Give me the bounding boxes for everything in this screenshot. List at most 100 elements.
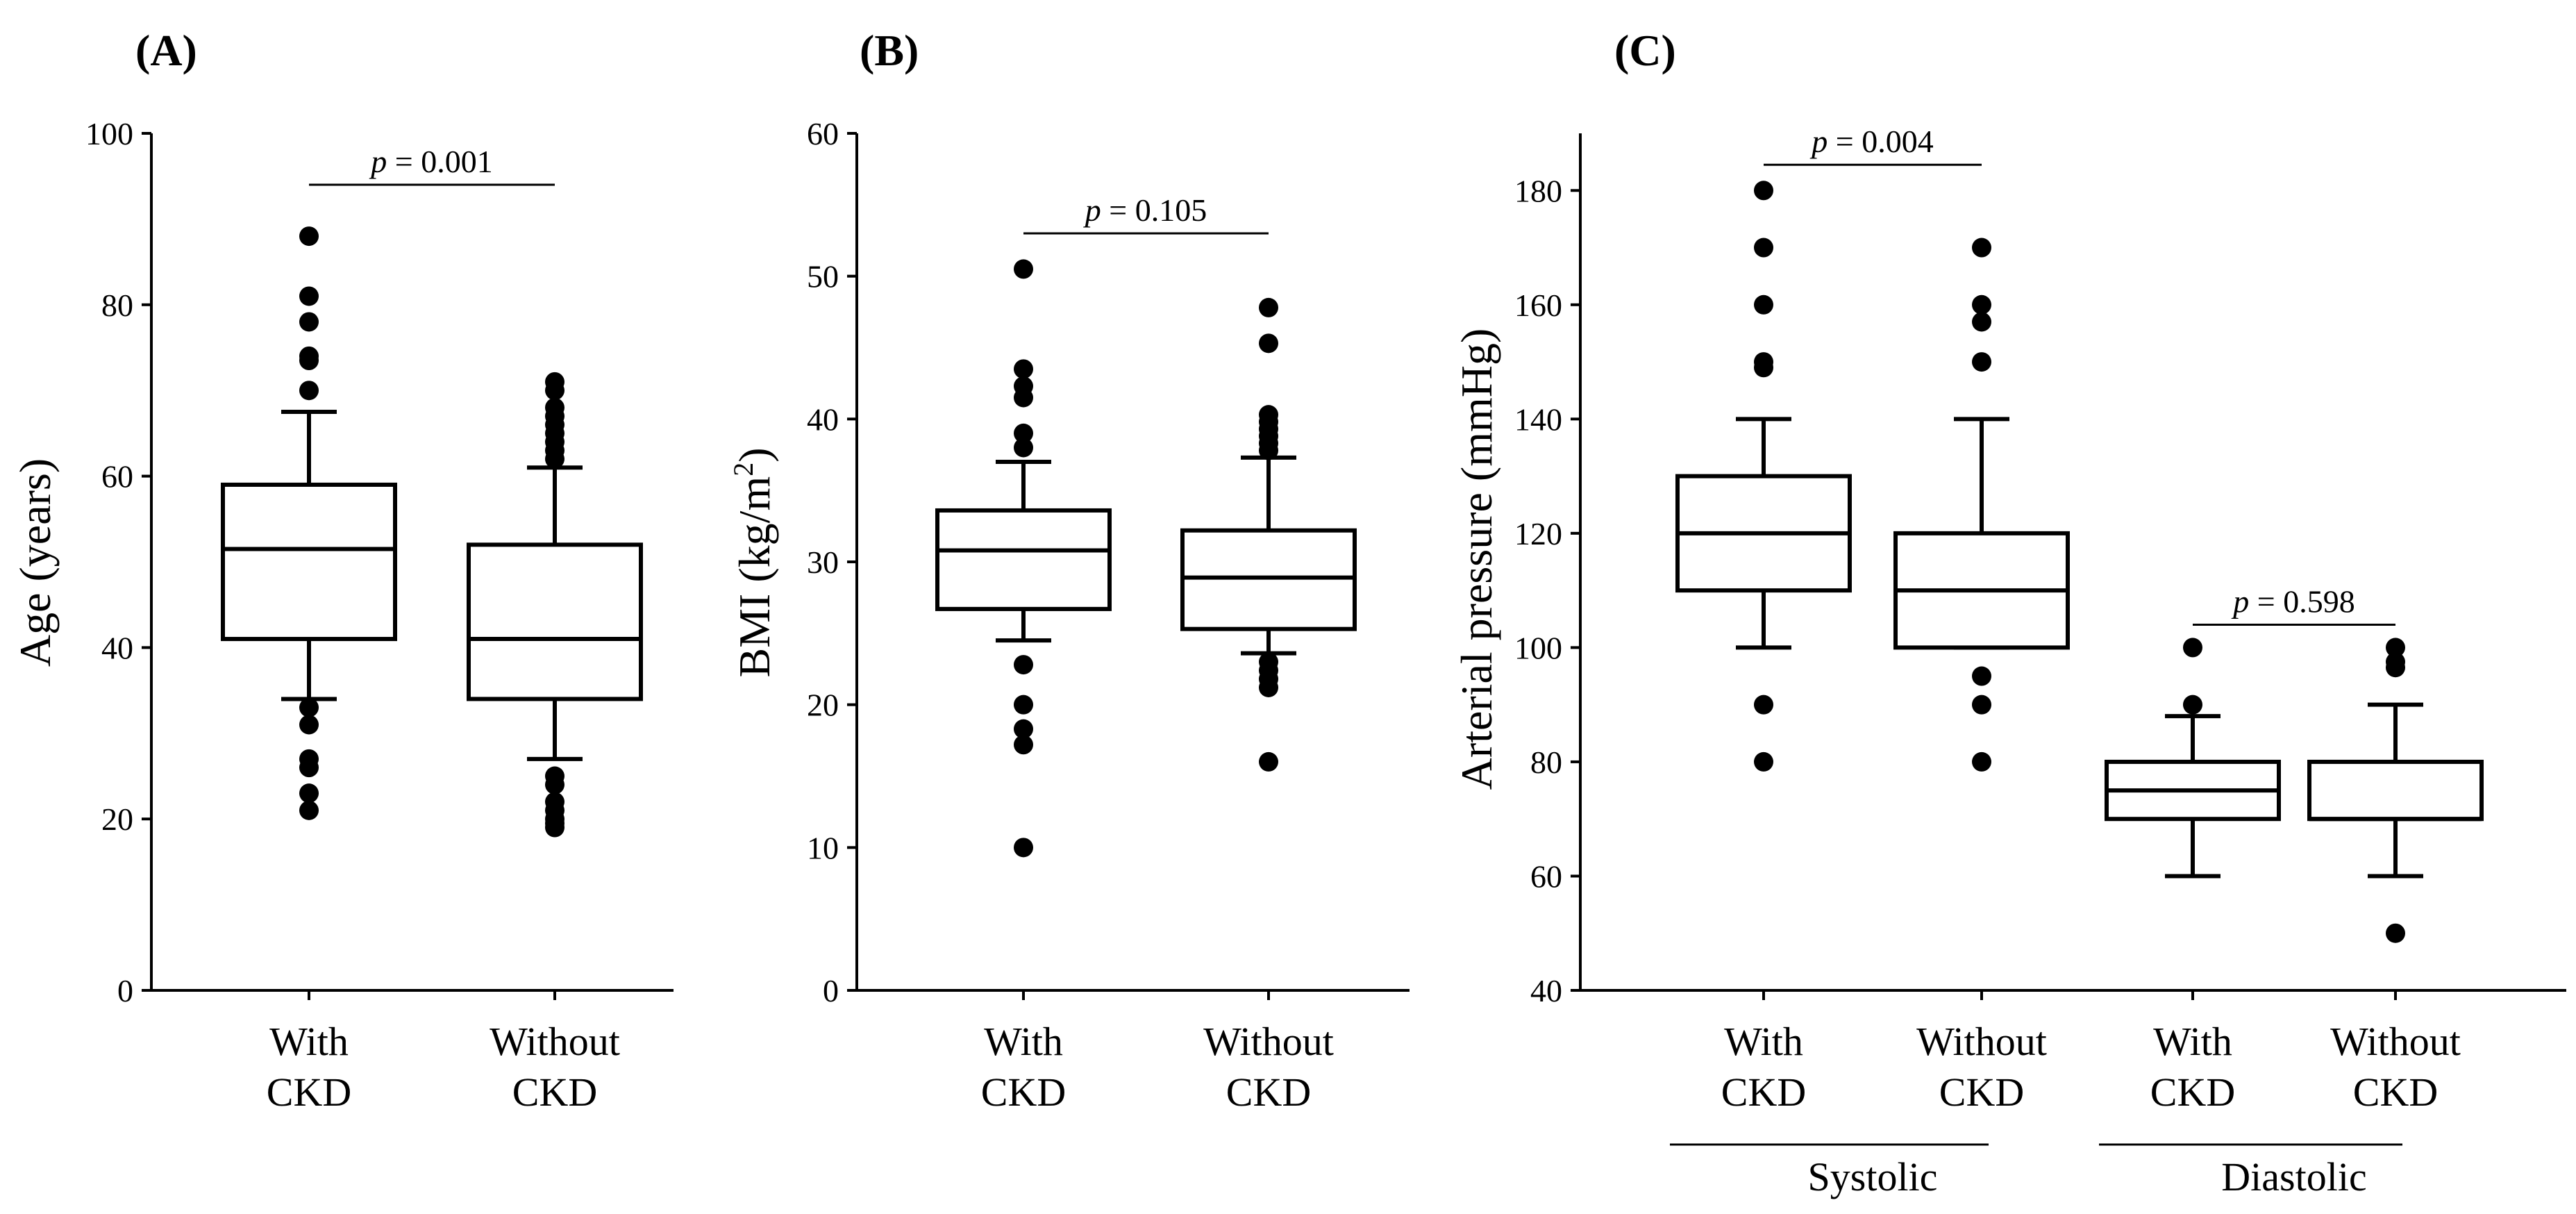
box-2: Without CKD xyxy=(1180,297,1357,1115)
p-value-label: p = 0.004 xyxy=(1809,124,1933,159)
outlier-point xyxy=(1972,666,1991,686)
outlier-point xyxy=(299,312,319,332)
y-tick-label: 40 xyxy=(807,401,839,437)
outlier-point xyxy=(299,758,319,778)
panel-c: 40 60 80 100 120 140 160 180 (C) Arterial pressur… xyxy=(1452,26,2566,1199)
outlier-point xyxy=(1014,719,1033,739)
y-tick-label: 30 xyxy=(807,544,839,580)
x-category-label-line2: CKD xyxy=(1939,1070,2024,1115)
y-tick-label: 10 xyxy=(807,830,839,865)
x-category-label-line1: Without xyxy=(2330,1019,2461,1064)
iqr-box xyxy=(221,482,397,642)
x-category-label-line1: With xyxy=(269,1019,349,1064)
y-tick-label: 60 xyxy=(1530,858,1562,894)
y-tick-label: 50 xyxy=(807,259,839,294)
outlier-point xyxy=(1754,294,1773,315)
outlier-point xyxy=(1754,695,1773,715)
y-tick-label: 60 xyxy=(807,116,839,151)
x-category-label-line1: Without xyxy=(1916,1019,2047,1064)
outlier-point xyxy=(1754,238,1773,258)
outlier-point xyxy=(1014,438,1033,458)
y-tick-label: 60 xyxy=(101,459,133,494)
x-category-label-line2: CKD xyxy=(512,1070,597,1115)
outlier-point xyxy=(1014,259,1033,279)
outlier-point xyxy=(1259,677,1278,697)
outlier-point xyxy=(2183,695,2202,715)
iqr-box xyxy=(1180,528,1357,631)
y-axis-title: Age (years) xyxy=(10,458,60,667)
outlier-point xyxy=(1014,376,1033,397)
y-tick-label: 160 xyxy=(1514,288,1562,323)
outlier-point xyxy=(1014,655,1033,675)
outlier-point xyxy=(2386,923,2405,943)
panel-label: (C) xyxy=(1614,26,1676,75)
group-label: Diastolic xyxy=(2221,1154,2366,1199)
x-category-label-line2: CKD xyxy=(1721,1070,1806,1115)
outlier-point xyxy=(2386,651,2405,672)
outlier-point xyxy=(1972,695,1991,715)
outlier-point xyxy=(1259,751,1278,772)
outlier-point xyxy=(1014,695,1033,715)
x-category-label-line2: CKD xyxy=(1226,1070,1311,1115)
outlier-point xyxy=(299,715,319,735)
panel-label: (A) xyxy=(135,26,197,75)
y-tick-label: 100 xyxy=(85,116,133,151)
outlier-point xyxy=(545,817,564,838)
outlier-point xyxy=(1754,181,1773,201)
p-value-text: = 0.001 xyxy=(387,144,492,179)
x-category-label-line1: Without xyxy=(490,1019,620,1064)
outlier-point xyxy=(299,346,319,366)
y-tick-label: 0 xyxy=(117,973,133,1008)
outlier-point xyxy=(545,372,564,392)
outlier-point xyxy=(2386,638,2405,658)
iqr-box xyxy=(935,508,1112,611)
outlier-point xyxy=(1972,238,1991,258)
outlier-point xyxy=(2183,638,2202,658)
outlier-point xyxy=(545,774,564,795)
x-category-label-line1: With xyxy=(1724,1019,1803,1064)
p-value-text: = 0.004 xyxy=(1828,124,1933,159)
iqr-box xyxy=(467,542,643,701)
outlier-point xyxy=(299,800,319,820)
p-value-label: p = 0.105 xyxy=(1083,192,1207,228)
outlier-point xyxy=(1972,352,1991,372)
y-tick-label: 80 xyxy=(1530,745,1562,780)
p-value-text: = 0.598 xyxy=(2249,583,2355,619)
p-symbol: p xyxy=(1809,124,1828,159)
x-category-label-line1: With xyxy=(984,1019,1063,1064)
outlier-point xyxy=(1972,294,1991,315)
box-1: With CKD xyxy=(935,259,1112,1115)
outlier-point xyxy=(1259,297,1278,317)
y-tick-label: 40 xyxy=(101,630,133,665)
y-tick-label: 120 xyxy=(1514,516,1562,551)
outlier-point xyxy=(1014,359,1033,379)
outlier-point xyxy=(1014,735,1033,755)
outlier-point xyxy=(1259,405,1278,425)
outlier-point xyxy=(1754,751,1773,772)
x-category-label-line2: CKD xyxy=(2150,1070,2235,1115)
x-category-label-line1: Without xyxy=(1203,1019,1334,1064)
box-2: Without CKD xyxy=(467,372,643,1115)
outlier-point xyxy=(1972,312,1991,332)
y-axis-title: BMI (kg/m2) xyxy=(728,447,779,677)
p-value-label: p = 0.001 xyxy=(369,144,492,179)
box-1: With CKD xyxy=(1675,181,1852,1115)
box-2: Without CKD xyxy=(1893,238,2070,1115)
p-symbol: p xyxy=(2231,583,2249,619)
y-tick-label: 0 xyxy=(823,973,839,1008)
outlier-point xyxy=(1014,838,1033,858)
y-axis-title: Arterial pressure (mmHg) xyxy=(1452,329,1501,790)
outlier-point xyxy=(1754,352,1773,372)
p-value-label: p = 0.598 xyxy=(2231,583,2355,619)
y-tick-label: 20 xyxy=(101,801,133,837)
y-axis-title-part: BMI (kg/m xyxy=(730,476,779,678)
p-value-text: = 0.105 xyxy=(1101,192,1207,228)
outlier-point xyxy=(1014,423,1033,443)
y-axis-title-part: ) xyxy=(730,447,779,462)
y-tick-label: 100 xyxy=(1514,630,1562,665)
x-category-label-line2: CKD xyxy=(267,1070,351,1115)
outlier-point xyxy=(299,783,319,804)
iqr-box xyxy=(2307,759,2484,822)
